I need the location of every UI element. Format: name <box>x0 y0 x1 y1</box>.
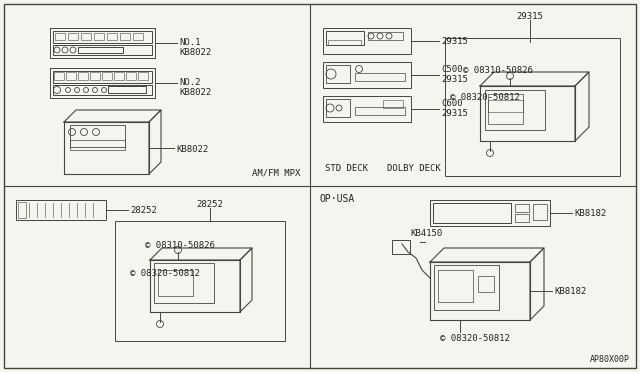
Text: KB8022: KB8022 <box>176 145 208 154</box>
Bar <box>328 40 361 45</box>
Text: © 08320-50812: © 08320-50812 <box>450 93 520 102</box>
Bar <box>533 204 547 220</box>
Bar <box>78 72 88 80</box>
Bar <box>323 62 411 88</box>
Bar <box>102 72 112 80</box>
Bar <box>355 73 405 81</box>
Bar <box>478 276 494 292</box>
Bar <box>323 96 411 122</box>
Bar <box>326 31 364 45</box>
Bar <box>55 33 65 40</box>
Bar <box>53 71 152 83</box>
Text: 28252: 28252 <box>130 206 157 215</box>
Text: NO.2
KB8022: NO.2 KB8022 <box>179 78 211 97</box>
Bar <box>68 33 78 40</box>
Bar <box>120 33 130 40</box>
Bar <box>392 240 410 254</box>
Bar <box>430 200 550 226</box>
Text: KB8182: KB8182 <box>574 209 606 218</box>
Text: 29315: 29315 <box>441 37 468 46</box>
Bar <box>434 265 499 310</box>
Bar <box>114 72 124 80</box>
Text: AM/FM MPX: AM/FM MPX <box>252 169 300 178</box>
Text: C500
29315: C500 29315 <box>441 65 468 84</box>
Bar <box>53 85 152 95</box>
Bar <box>54 72 64 80</box>
Text: © 08310-50826: © 08310-50826 <box>145 241 215 250</box>
Text: 28252: 28252 <box>196 200 223 209</box>
Bar <box>90 72 100 80</box>
Bar <box>53 31 152 43</box>
Bar <box>138 72 148 80</box>
Bar <box>368 32 403 40</box>
Bar <box>488 100 523 112</box>
Bar <box>107 33 117 40</box>
Bar <box>18 202 26 218</box>
Bar <box>515 204 529 212</box>
Text: STD DECK: STD DECK <box>325 164 368 173</box>
Bar <box>53 45 152 55</box>
Text: NO.1
KB8022: NO.1 KB8022 <box>179 38 211 57</box>
Text: KB8182: KB8182 <box>554 287 586 296</box>
Bar <box>326 65 350 83</box>
Bar <box>326 99 350 117</box>
Bar <box>323 28 411 54</box>
Bar <box>81 33 91 40</box>
Bar <box>355 107 405 115</box>
Bar <box>66 72 76 80</box>
Bar <box>158 270 193 296</box>
Text: 29315: 29315 <box>516 12 543 21</box>
Text: © 08310-50826: © 08310-50826 <box>463 66 533 75</box>
Bar <box>488 94 523 124</box>
Bar <box>50 68 155 98</box>
Text: © 08320-50812: © 08320-50812 <box>130 269 200 278</box>
Text: © 08320-50812: © 08320-50812 <box>440 334 510 343</box>
Bar <box>115 221 285 341</box>
Bar <box>154 263 214 303</box>
Bar <box>70 140 125 150</box>
Bar <box>515 214 529 222</box>
Bar <box>126 72 136 80</box>
Bar <box>383 100 403 108</box>
Bar <box>108 86 146 93</box>
Bar <box>433 203 511 223</box>
Text: OP·USA: OP·USA <box>320 194 355 204</box>
Bar <box>70 125 125 147</box>
Text: AP80X00P: AP80X00P <box>590 355 630 364</box>
Bar <box>438 270 473 302</box>
Bar <box>133 33 143 40</box>
Bar <box>94 33 104 40</box>
Bar <box>78 47 123 53</box>
Bar <box>485 90 545 130</box>
Bar <box>50 28 155 58</box>
Bar <box>445 38 620 176</box>
Bar <box>16 200 106 220</box>
Text: DOLBY DECK: DOLBY DECK <box>387 164 441 173</box>
Text: C600
29315: C600 29315 <box>441 99 468 118</box>
Text: KB4150: KB4150 <box>410 229 442 238</box>
